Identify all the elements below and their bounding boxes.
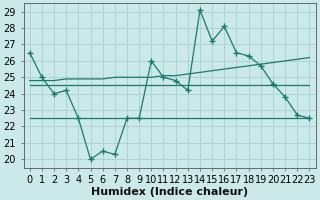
X-axis label: Humidex (Indice chaleur): Humidex (Indice chaleur) bbox=[91, 187, 248, 197]
